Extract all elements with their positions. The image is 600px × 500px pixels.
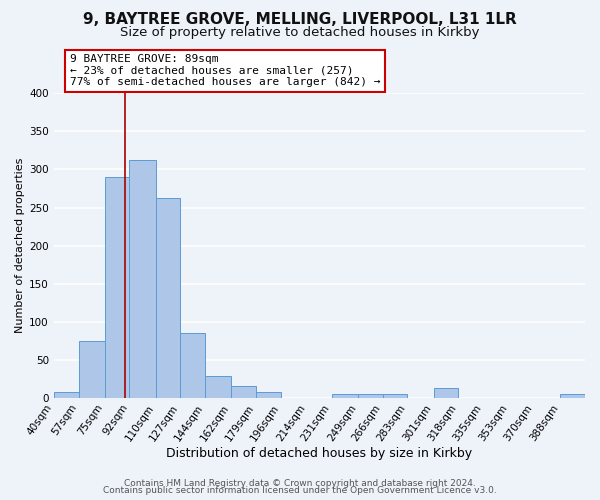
Y-axis label: Number of detached properties: Number of detached properties (15, 158, 25, 334)
Bar (54, 392, 79, 398)
Bar (205, 376, 232, 398)
Bar (105, 177, 130, 398)
Bar (358, 394, 383, 398)
Bar (383, 394, 407, 398)
Text: Contains HM Land Registry data © Crown copyright and database right 2024.: Contains HM Land Registry data © Crown c… (124, 478, 476, 488)
Text: Contains public sector information licensed under the Open Government Licence v3: Contains public sector information licen… (103, 486, 497, 495)
Text: 9, BAYTREE GROVE, MELLING, LIVERPOOL, L31 1LR: 9, BAYTREE GROVE, MELLING, LIVERPOOL, L3… (83, 12, 517, 28)
Bar (332, 394, 358, 398)
Bar (560, 394, 585, 398)
Bar (155, 198, 181, 398)
Bar (130, 160, 155, 398)
Text: Size of property relative to detached houses in Kirkby: Size of property relative to detached ho… (120, 26, 480, 39)
Bar (434, 388, 458, 398)
X-axis label: Distribution of detached houses by size in Kirkby: Distribution of detached houses by size … (166, 447, 472, 460)
Bar (79, 340, 105, 398)
Text: 9 BAYTREE GROVE: 89sqm
← 23% of detached houses are smaller (257)
77% of semi-de: 9 BAYTREE GROVE: 89sqm ← 23% of detached… (70, 54, 380, 88)
Bar (256, 392, 281, 398)
Bar (232, 386, 256, 398)
Bar (181, 333, 205, 398)
